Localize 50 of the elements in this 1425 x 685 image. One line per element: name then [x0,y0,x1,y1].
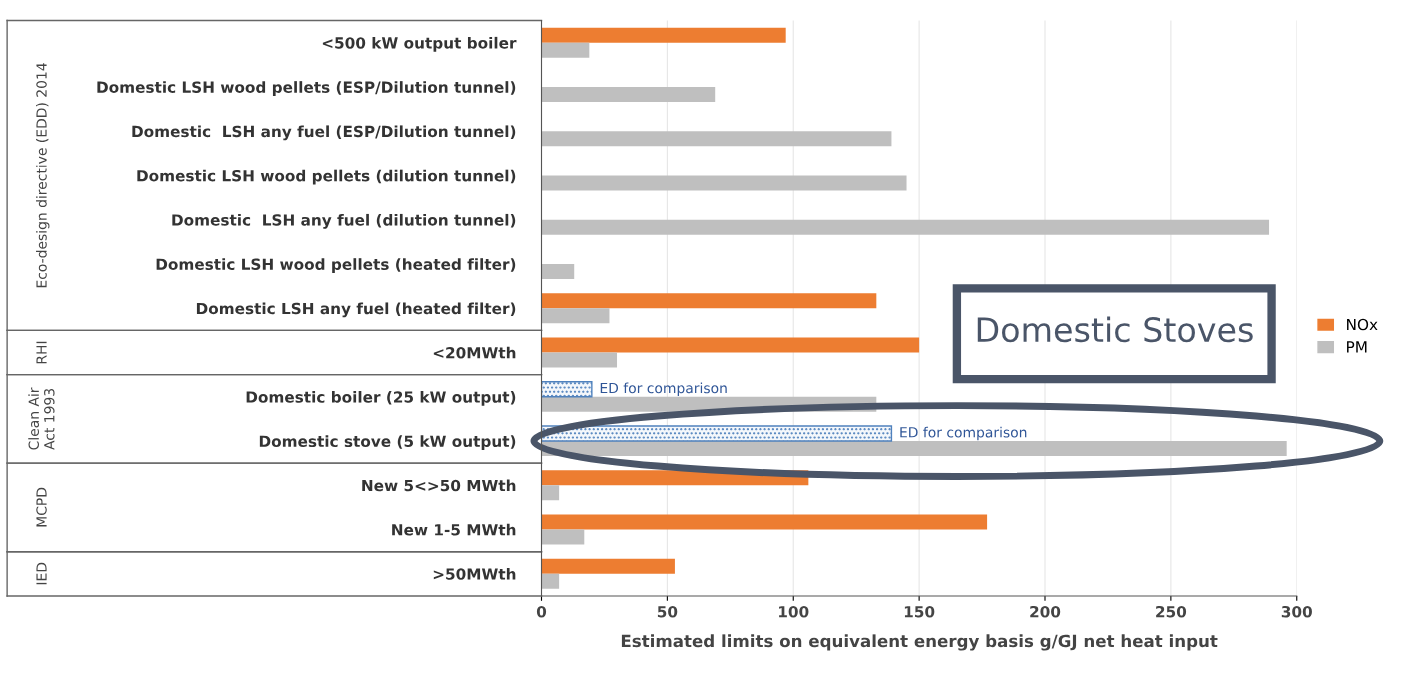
legend-label: NOx [1347,318,1378,331]
bar [541,131,892,147]
y-tick-label: New 1-5 MWth [392,523,516,536]
text: Eco-design directive (EDD) 2014 [36,63,50,288]
bar [541,485,560,501]
bar [541,514,988,530]
x-axis-title: Estimated limits on equivalent energy basis g/GJ net heat input [621,634,1218,651]
annotation: ED for comparison [600,382,727,396]
bar [541,441,1287,457]
text: Clean Air Act 1993 [28,387,55,450]
bar [541,381,593,398]
bar [541,263,575,280]
text: IED [36,562,47,585]
x-tick-label: 250 [1156,605,1187,618]
bar [541,529,585,545]
y-tick-label: <500 kW output boiler [322,36,517,52]
y-tick-label: Domestic LSH any fuel (dilution tunnel) [172,213,516,229]
text: MCPD [36,487,47,527]
y-tick-label: >50MWth [433,568,516,580]
y-tick-label: Domestic stove (5 kW output) [259,435,516,451]
y-tick-label: New 5<>50 MWth [362,479,516,492]
y-tick-label: Domestic LSH wood pellets (heated filter) [156,258,516,273]
y-tick-label: Domestic LSH any fuel (ESP/Dilution tunnel) [132,125,516,141]
annotation: ED for comparison [900,426,1027,441]
bar [541,27,786,43]
annotation: Domestic Stoves [977,316,1253,343]
bar [541,42,590,58]
bar [541,308,610,324]
x-tick-label: 50 [657,605,678,618]
bar [541,573,560,589]
x-tick-label: 150 [904,605,935,618]
x-tick-label: 100 [779,605,809,618]
y-tick-label: Domestic boiler (25 kW output) [246,390,516,406]
text: RHI [36,341,47,364]
bar [541,558,675,574]
bar [541,175,907,191]
legend-label: PM [1347,341,1367,353]
y-tick-label: <20MWth [433,346,516,359]
y-tick-label: Domestic LSH wood pellets (ESP/Dilution tunnel) [97,81,516,96]
y-tick-label: Domestic LSH any fuel (heated filter) [196,302,516,318]
x-tick-label: 200 [1030,605,1061,618]
bar [541,219,1270,235]
y-tick-label: Domestic LSH wood pellets (dilution tunnel) [137,169,516,185]
bar [541,293,877,309]
x-tick-label: 0 [536,605,547,618]
bar [541,352,618,368]
bar [541,86,716,102]
bar [541,425,893,442]
x-tick-label: 300 [1281,605,1312,618]
bar [541,337,920,353]
